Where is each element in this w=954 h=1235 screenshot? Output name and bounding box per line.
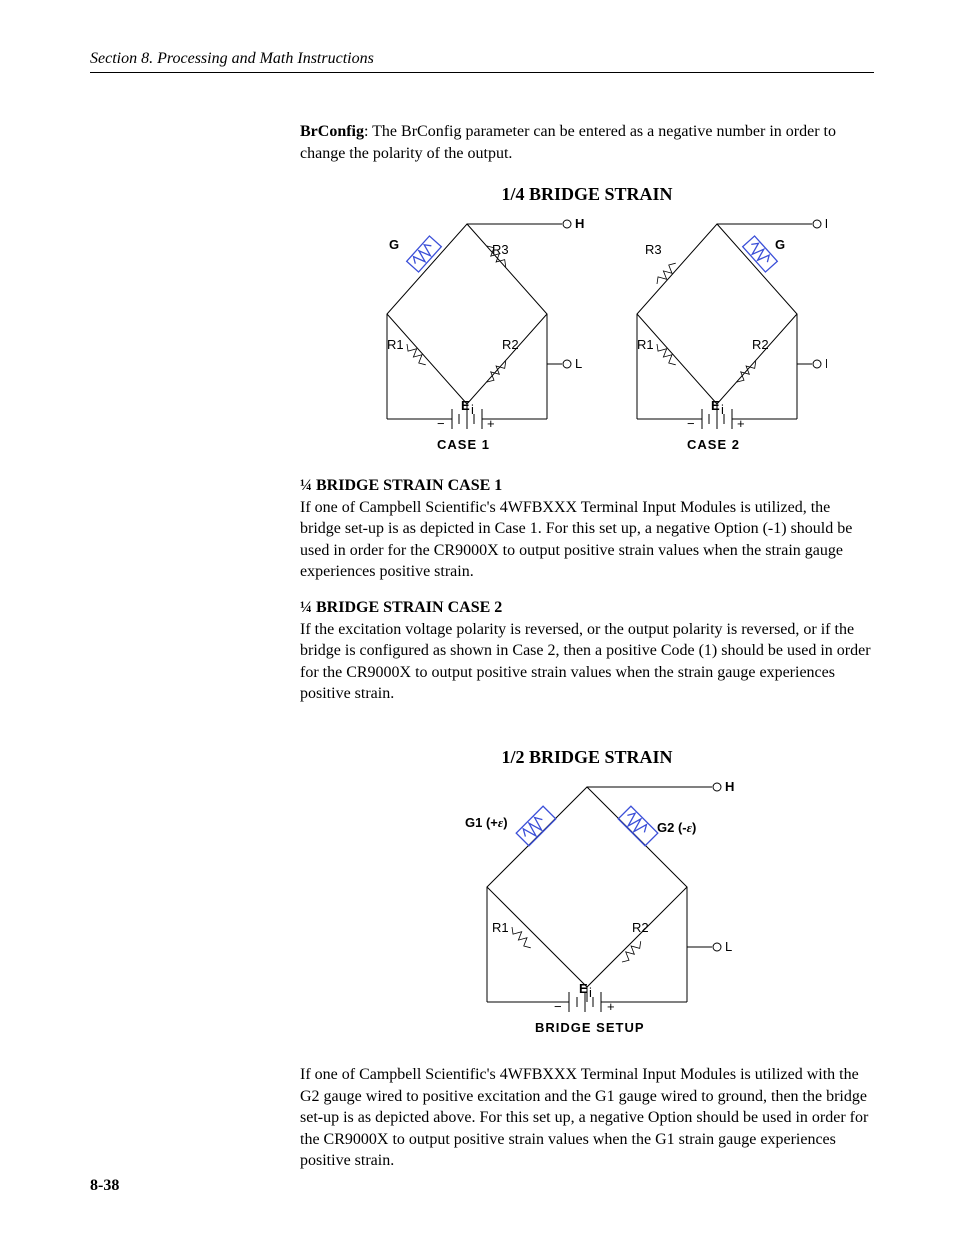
half-bridge-title: 1/2 BRIDGE STRAIN <box>300 745 874 769</box>
case2-text: If the excitation voltage polarity is re… <box>300 619 874 705</box>
main-content: BrConfig: The BrConfig parameter can be … <box>300 121 874 1172</box>
svg-text:G1 (+ε): G1 (+ε) <box>465 815 508 830</box>
svg-text:H: H <box>725 779 734 794</box>
svg-text:H: H <box>825 216 827 231</box>
half-bridge-text: If one of Campbell Scientific's 4WFBXXX … <box>300 1064 874 1172</box>
l-label: L <box>575 356 582 371</box>
svg-text:+: + <box>487 416 495 431</box>
svg-text:+: + <box>607 999 615 1014</box>
svg-text:−: − <box>687 416 695 431</box>
svg-text:L: L <box>825 356 827 371</box>
intro-text: : The BrConfig parameter can be entered … <box>300 123 836 162</box>
svg-text:i: i <box>471 402 474 417</box>
brconfig-label: BrConfig <box>300 123 364 140</box>
page: Section 8. Processing and Math Instructi… <box>0 0 954 1226</box>
svg-text:G2 (-ε): G2 (-ε) <box>657 820 696 835</box>
svg-text:R3: R3 <box>645 242 662 257</box>
svg-text:−: − <box>554 999 562 1014</box>
page-number: 8-38 <box>90 1177 119 1195</box>
h-label: H <box>575 216 584 231</box>
case2-heading: ¼ BRIDGE STRAIN CASE 2 <box>300 597 874 619</box>
case1-heading: ¼ BRIDGE STRAIN CASE 1 <box>300 475 874 497</box>
svg-text:BRIDGE SETUP: BRIDGE SETUP <box>535 1020 645 1035</box>
svg-text:G: G <box>389 237 399 252</box>
quarter-bridge-diagram: H L <box>300 214 874 461</box>
half-bridge-diagram: H L <box>300 777 874 1044</box>
svg-text:R1: R1 <box>492 920 509 935</box>
svg-text:+: + <box>737 416 745 431</box>
svg-text:i: i <box>721 402 724 417</box>
svg-text:R2: R2 <box>632 920 649 935</box>
svg-text:E: E <box>579 981 588 996</box>
svg-text:L: L <box>725 939 732 954</box>
svg-text:CASE 1: CASE 1 <box>437 437 490 452</box>
svg-text:−: − <box>437 416 445 431</box>
case1-text: If one of Campbell Scientific's 4WFBXXX … <box>300 497 874 583</box>
section-header: Section 8. Processing and Math Instructi… <box>90 50 874 73</box>
svg-text:R1: R1 <box>387 337 404 352</box>
svg-text:E: E <box>711 398 720 413</box>
svg-text:R1: R1 <box>637 337 654 352</box>
svg-text:E: E <box>461 398 470 413</box>
intro-paragraph: BrConfig: The BrConfig parameter can be … <box>300 121 874 164</box>
quarter-bridge-title: 1/4 BRIDGE STRAIN <box>300 182 874 206</box>
svg-text:R3: R3 <box>492 242 509 257</box>
svg-text:R2: R2 <box>502 337 519 352</box>
svg-text:G: G <box>775 237 785 252</box>
svg-text:i: i <box>589 985 592 1000</box>
svg-text:R2: R2 <box>752 337 769 352</box>
svg-text:CASE 2: CASE 2 <box>687 437 740 452</box>
